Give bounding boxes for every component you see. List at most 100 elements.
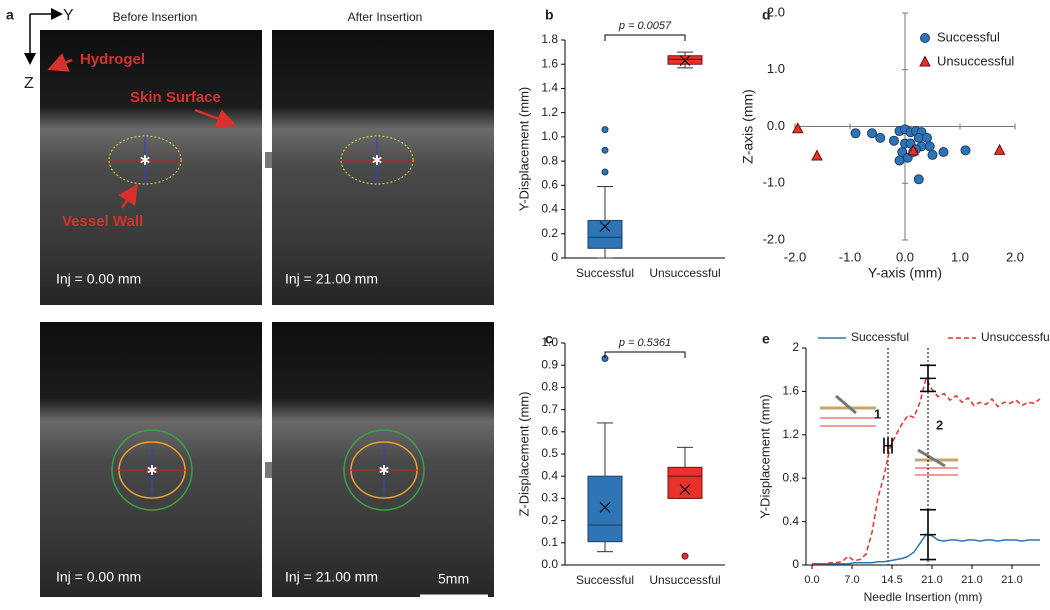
error-bar [920,508,936,561]
inj-label: Inj = 21.00 mm [285,569,378,585]
asterisk [140,156,150,164]
x-tick-label: 1.0 [951,249,969,264]
mean-marker [679,55,691,67]
outlier [681,552,689,560]
x-tick-label: Unsuccessful [649,266,720,280]
x-tick-label: 2.0 [1006,249,1024,264]
point [791,122,804,134]
x-axis-title: Y-axis (mm) [868,265,942,281]
box [587,219,623,249]
point [993,143,1006,155]
y-tick-label: 0.8 [782,470,799,484]
mean-marker [599,501,611,513]
y-tick-label: 1.6 [782,384,799,398]
panel-label: e [762,331,770,347]
y-tick-label: 0.4 [541,468,558,482]
outlier [601,126,609,134]
annotation-arrow [118,183,138,209]
panel-label: b [545,7,554,23]
y-tick-label: -1.0 [763,175,785,190]
before-title: Before Insertion [113,10,198,24]
legend-label: Unsuccessful [981,330,1050,344]
x-tick-label: 14.5 [881,574,902,586]
legend-label: Successful [851,330,909,344]
panel-label: c [545,331,553,347]
annotation-arrow [47,53,73,72]
y-tick-label: 1.4 [541,81,558,95]
error-bar [883,437,893,454]
y-tick-label: 0.1 [541,535,558,549]
x-tick-label: -2.0 [784,249,806,264]
marker-label: 2 [936,418,943,433]
roi-circle [343,429,425,511]
p-bracket [604,34,686,41]
asterisk [372,156,382,164]
y-tick-label: 0.2 [541,226,558,240]
x-axis-title: Needle Insertion (mm) [864,590,983,604]
y-tick-label: 0.5 [541,446,558,460]
y-axis-title: Z-axis (mm) [740,89,756,164]
p-value: p = 0.0057 [618,20,672,32]
asterisk [147,466,157,474]
x-tick-label: 21.0 [1001,574,1022,586]
y-axis-title: Y-Displacement (mm) [757,394,772,519]
ultrasound-image [272,322,494,597]
legend-marker [920,33,930,43]
y-tick-label: 0.0 [767,118,785,133]
vessel-wall-label: Vessel Wall [62,213,143,230]
y-tick-label: 1.2 [782,427,799,441]
x-tick-label: 0.0 [804,574,819,586]
hydrogel-label: Hydrogel [80,51,145,68]
scale-bar-label: 5mm [438,571,469,587]
point [811,149,823,161]
x-tick-label: Successful [576,573,634,587]
mean-marker [679,484,691,495]
y-tick-label: 0.6 [541,424,558,438]
p-bracket [604,351,686,358]
y-tick-label: 1.0 [767,61,785,76]
y-tick-label: 1.6 [541,56,558,70]
point [913,132,924,143]
point [867,128,877,139]
y-tick-label: 0.7 [541,402,558,416]
y-tick-label: 1.0 [541,129,558,143]
after-title: After Insertion [348,10,423,24]
y-axis-title: Y-Displacement (mm) [516,87,531,212]
ultrasound-image [272,30,494,305]
y-tick-label: 0.4 [541,202,558,216]
x-tick-label: Successful [576,266,634,280]
x-tick-label: 21.0 [961,574,982,586]
point [960,145,971,156]
box [667,466,703,499]
p-value: p = 0.5361 [618,337,671,349]
y-axis-title: Z-Displacement (mm) [516,392,531,517]
x-tick-label: 7.0 [844,574,859,586]
mean-marker [599,221,611,232]
panel-label: d [762,7,771,23]
point [924,141,935,152]
ultrasound-image [40,30,262,305]
box [587,475,623,543]
outlier [601,168,609,176]
legend-label: Unsuccessful [937,53,1014,68]
z-axis-label: Z [24,75,34,92]
point [927,149,938,160]
point [850,128,861,139]
y-tick-label: 0.8 [541,380,558,394]
y-tick-label: 2.0 [767,4,785,19]
y-tick-label: 2 [792,340,799,354]
marker-label: 1 [874,407,881,422]
point [922,132,932,143]
y-tick-label: 0 [551,250,558,264]
inset [820,394,958,476]
y-tick-label: 0.3 [541,491,558,505]
point [938,147,949,158]
x-tick-label: Unsuccessful [649,573,720,587]
point [894,155,905,166]
ultrasound-image [40,322,262,597]
x-tick-label: 0.0 [896,249,914,264]
y-tick-label: 0.2 [541,513,558,527]
y-tick-label: 0.6 [541,178,558,192]
x-tick-label: -1.0 [839,249,861,264]
